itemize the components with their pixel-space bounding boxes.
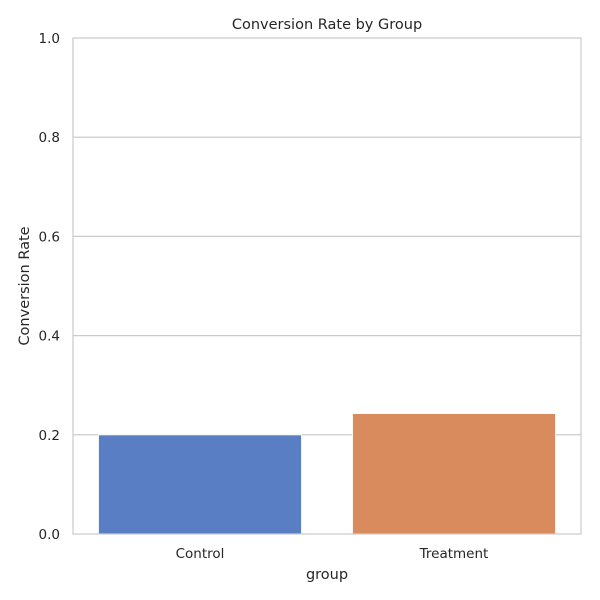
chart-title: Conversion Rate by Group (232, 17, 422, 33)
bar-control (97, 434, 303, 535)
y-axis-label: Conversion Rate (17, 226, 33, 345)
bars (97, 412, 557, 535)
y-tick-label: 0.0 (39, 527, 60, 543)
y-tick-label: 0.8 (39, 130, 60, 146)
x-tick-label-control: Control (176, 546, 225, 562)
plot-frame (72, 37, 582, 535)
y-tick-label: 0.2 (39, 428, 60, 444)
x-tick-labels: Control Treatment (176, 546, 489, 562)
y-tick-label: 1.0 (39, 31, 60, 47)
y-tick-label: 0.4 (39, 329, 60, 345)
bar-treatment (351, 412, 557, 535)
x-tick-label-treatment: Treatment (419, 546, 489, 562)
y-tick-labels: 0.0 0.2 0.4 0.6 0.8 1.0 (39, 31, 60, 543)
x-axis-label: group (306, 567, 348, 583)
y-tick-label: 0.6 (39, 229, 60, 245)
